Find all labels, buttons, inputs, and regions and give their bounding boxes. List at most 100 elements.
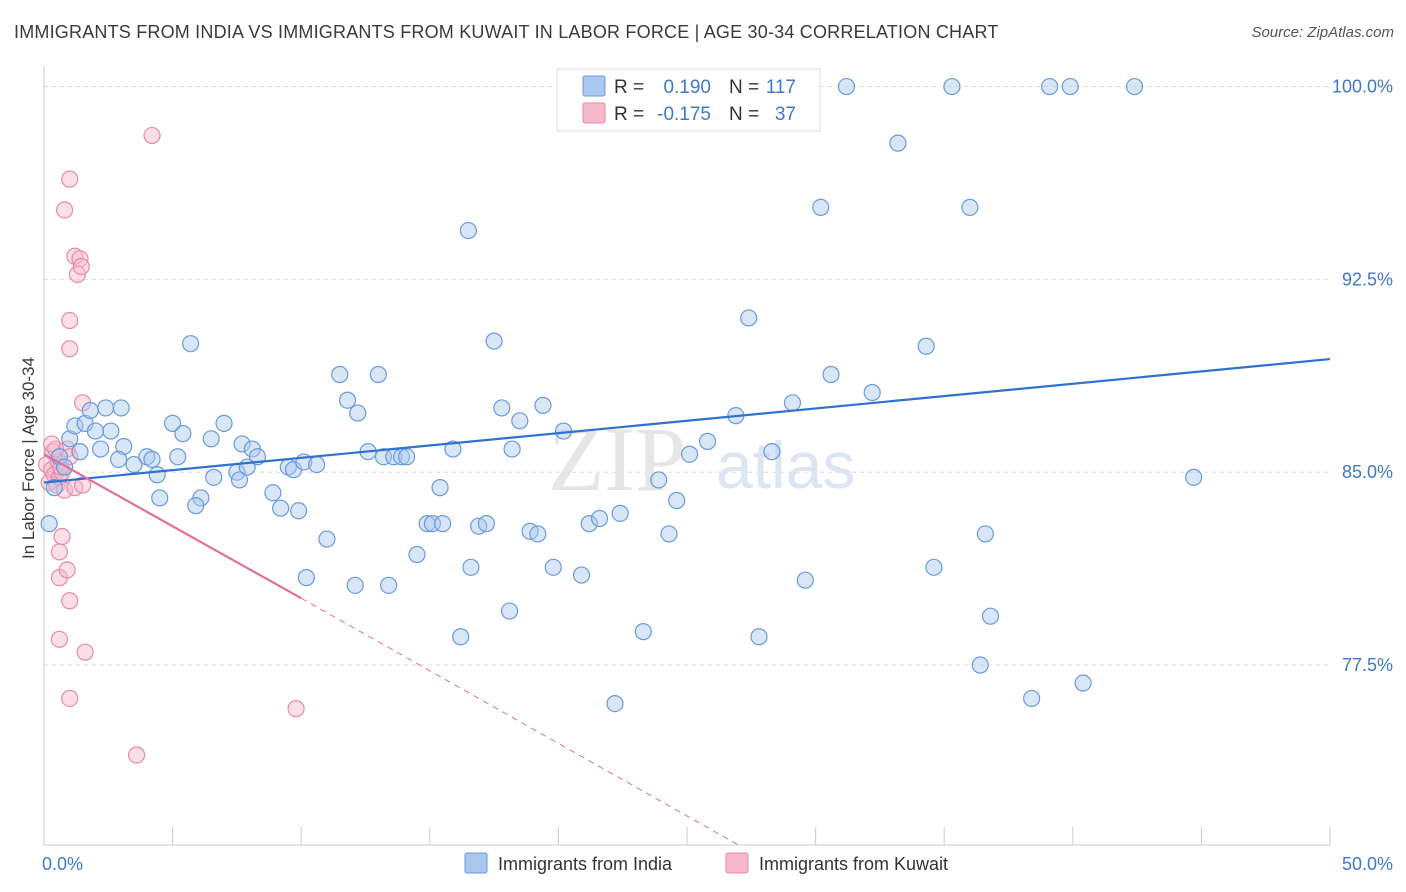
india-point-14 (115, 437, 133, 456)
kuwait-point-30 (72, 257, 90, 276)
india-point-12 (102, 422, 120, 440)
india-point-67 (534, 396, 552, 414)
india-point-90 (889, 134, 907, 152)
legend-swatch-india (582, 75, 606, 97)
series-legend: Immigrants from India Immigrants from Ku… (464, 852, 948, 874)
kuwait-point-20 (61, 592, 79, 610)
india-point-101 (1074, 674, 1092, 692)
india-point-43 (338, 391, 357, 409)
india-point-111 (187, 497, 205, 515)
india-point-52 (408, 545, 426, 564)
india-point-94 (961, 198, 979, 217)
india-point-51 (398, 448, 416, 466)
india-point-20 (164, 414, 182, 432)
india-point-19 (151, 489, 169, 507)
india-point-11 (97, 399, 115, 417)
india-point-72 (590, 509, 609, 528)
legend-r-value-india: 0.190 (663, 77, 711, 98)
india-point-6 (71, 443, 89, 461)
india-point-115 (503, 440, 521, 458)
india-point-96 (976, 525, 994, 543)
kuwait-point-17 (53, 527, 71, 546)
india-point-89 (863, 383, 881, 402)
india-point-100 (1061, 77, 1079, 96)
india-point-70 (572, 566, 591, 584)
correlation-legend: R = 0.190 N = 117 R = -0.175 N = 37 (556, 68, 821, 132)
india-point-68 (544, 558, 562, 576)
india-point-21 (169, 448, 187, 466)
series-legend-swatch-india (464, 852, 488, 874)
india-point-48 (380, 576, 398, 594)
india-point-81 (740, 309, 758, 327)
y-tick-label-2: 85.0% (1342, 462, 1393, 482)
watermark-atlas: atlas (716, 428, 855, 502)
kuwait-point-16 (50, 543, 69, 561)
india-point-113 (346, 576, 364, 594)
chart-title: IMMIGRANTS FROM INDIA VS IMMIGRANTS FROM… (14, 22, 999, 42)
india-point-116 (611, 504, 629, 522)
kuwait-point-22 (76, 643, 94, 661)
kuwait-trend-extension (300, 597, 739, 846)
india-point-82 (750, 628, 768, 646)
kuwait-point-32 (61, 340, 79, 358)
india-point-93 (943, 77, 961, 96)
india-point-99 (1041, 77, 1059, 96)
india-point-83 (763, 443, 781, 461)
india-point-64 (511, 412, 529, 430)
india-point-85 (796, 571, 814, 589)
india-point-75 (650, 471, 668, 489)
x-tick-label-min: 0.0% (42, 854, 83, 874)
kuwait-point-23 (61, 689, 79, 708)
series-legend-label-india: Immigrants from India (498, 854, 673, 874)
india-point-71 (580, 515, 598, 533)
india-trend-line (43, 357, 1331, 484)
chart-source: Source: ZipAtlas.com (1251, 24, 1394, 41)
watermark-zip: ZIP (548, 408, 686, 510)
india-point-27 (215, 414, 233, 432)
kuwait-point-36 (127, 746, 146, 764)
india-point-56 (444, 440, 462, 458)
india-point-76 (660, 525, 678, 543)
india-point-91 (917, 337, 935, 355)
india-point-63 (500, 602, 519, 620)
legend-n-label-india: N = (729, 77, 759, 98)
y-tick-label-1: 92.5% (1342, 269, 1393, 289)
india-point-60 (477, 515, 495, 533)
india-point-33 (264, 484, 282, 502)
series-legend-swatch-kuwait (725, 852, 749, 874)
kuwait-point-25 (61, 170, 79, 188)
india-point-97 (981, 607, 1000, 625)
india-point-22 (174, 425, 192, 443)
india-point-23 (182, 335, 200, 353)
kuwait-trend-line (43, 453, 302, 600)
india-point-98 (1023, 689, 1041, 708)
india-point-44 (349, 404, 367, 422)
india-point-41 (318, 530, 336, 548)
india-point-9 (86, 422, 105, 440)
legend-r-value-kuwait: -0.175 (657, 104, 711, 125)
india-point-108 (1185, 468, 1203, 486)
kuwait-point-19 (58, 561, 76, 579)
india-point-29 (230, 471, 249, 489)
y-tick-label-3: 77.5% (1342, 655, 1393, 675)
india-point-0 (40, 515, 58, 533)
india-point-114 (431, 479, 449, 497)
india-point-8 (81, 401, 99, 420)
legend-n-label-kuwait: N = (729, 104, 759, 125)
india-point-110 (109, 450, 128, 468)
india-point-40 (308, 455, 326, 474)
india-point-84 (783, 394, 802, 412)
india-point-17 (143, 450, 161, 468)
grid-layer (44, 86, 1330, 666)
india-point-37 (290, 502, 308, 520)
india-point-87 (822, 365, 840, 384)
india-point-13 (112, 399, 130, 417)
y-tick-labels: 100.0% 92.5% 85.0% 77.5% (1332, 77, 1393, 675)
india-point-15 (125, 455, 143, 474)
india-point-26 (205, 468, 223, 486)
india-point-55 (434, 515, 452, 533)
india-point-58 (462, 558, 480, 576)
india-point-25 (202, 430, 220, 448)
india-point-46 (369, 365, 387, 384)
